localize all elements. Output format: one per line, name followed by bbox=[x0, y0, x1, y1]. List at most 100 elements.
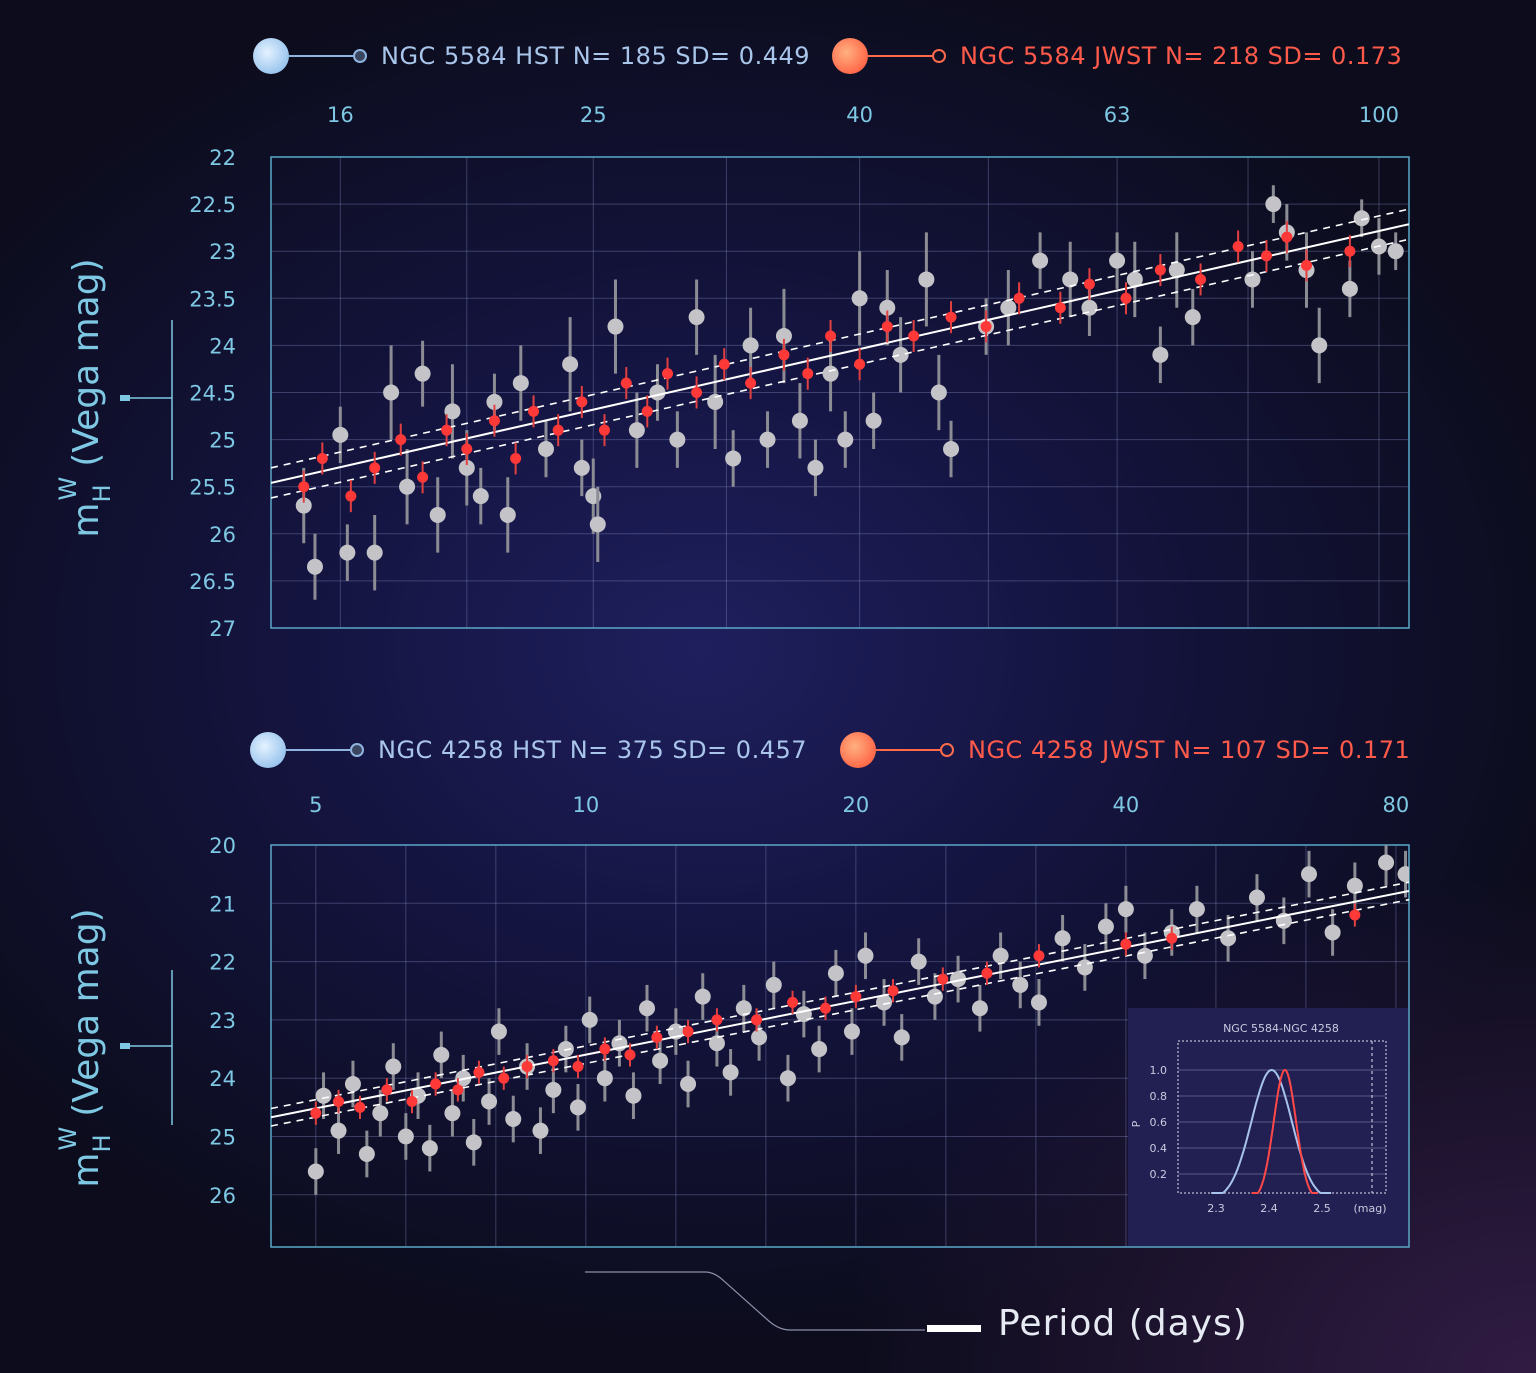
hst-point-marker bbox=[628, 422, 645, 439]
hst-point-marker bbox=[759, 431, 776, 448]
x-tick-label: 20 bbox=[843, 793, 870, 817]
period-marker bbox=[927, 1325, 981, 1332]
hst-point-marker bbox=[1324, 924, 1341, 941]
hst-point-marker bbox=[707, 393, 724, 410]
jwst-data-point bbox=[406, 1089, 418, 1114]
hst-point-marker bbox=[339, 544, 356, 561]
hst-point-marker bbox=[330, 1122, 347, 1139]
hst-point-marker bbox=[472, 488, 489, 505]
hst-data-point bbox=[639, 984, 656, 1032]
jwst-data-point bbox=[599, 1037, 611, 1061]
legend-label: NGC 5584 HST N= 185 SD= 0.449 bbox=[381, 42, 811, 70]
jwst-data-point bbox=[441, 414, 453, 447]
hst-data-point bbox=[1012, 961, 1029, 1009]
jwst-point-marker bbox=[488, 415, 500, 427]
hst-point-marker bbox=[1081, 299, 1098, 316]
y-axis-superscript: W bbox=[54, 477, 82, 501]
hst-point-marker bbox=[765, 976, 782, 993]
hst-data-point bbox=[1136, 932, 1153, 980]
hst-data-point bbox=[759, 411, 776, 468]
legend-label: NGC 4258 HST N= 375 SD= 0.457 bbox=[378, 736, 808, 764]
hst-point-marker bbox=[332, 426, 349, 443]
jwst-point-marker bbox=[599, 1043, 611, 1055]
hst-data-point bbox=[383, 345, 400, 440]
hst-point-marker bbox=[421, 1140, 438, 1157]
jwst-data-point bbox=[298, 470, 310, 503]
jwst-data-point bbox=[1120, 932, 1132, 956]
jwst-point-marker bbox=[1154, 264, 1166, 276]
y-tick-label: 26 bbox=[209, 523, 236, 547]
hst-data-point bbox=[827, 949, 844, 997]
jwst-point-marker bbox=[510, 452, 522, 464]
hst-point-marker bbox=[742, 337, 759, 354]
hst-data-point bbox=[1168, 232, 1185, 308]
inset-curve-jwst bbox=[1251, 1068, 1318, 1194]
period-connector-line bbox=[585, 1271, 925, 1331]
hst-point-marker bbox=[811, 1041, 828, 1058]
legend-ring-icon bbox=[932, 49, 946, 63]
hst-data-point bbox=[306, 533, 323, 600]
hst-data-point bbox=[943, 420, 960, 478]
hst-data-point bbox=[465, 1119, 482, 1166]
jwst-data-point bbox=[354, 1095, 366, 1120]
jwst-point-marker bbox=[787, 996, 799, 1008]
y-tick-label: 24.5 bbox=[189, 382, 236, 406]
y-tick-label: 25.5 bbox=[189, 476, 236, 500]
jwst-data-point bbox=[825, 319, 837, 352]
legend-ring-icon bbox=[350, 743, 364, 757]
hst-point-marker bbox=[680, 1076, 697, 1093]
jwst-data-point bbox=[881, 310, 893, 343]
jwst-data-point bbox=[381, 1078, 393, 1102]
inset-x-tick-label: 2.4 bbox=[1260, 1202, 1278, 1215]
y-tick-label: 23.5 bbox=[189, 287, 236, 311]
y-axis-subscript: H bbox=[88, 485, 116, 503]
legend-top-jwst: NGC 5584 JWST N= 218 SD= 0.173 bbox=[832, 38, 1402, 74]
jwst-point-marker bbox=[1349, 909, 1361, 921]
y-tick-label: 25 bbox=[209, 1126, 236, 1150]
hst-data-point bbox=[1300, 850, 1317, 898]
jwst-point-marker bbox=[1166, 932, 1178, 944]
jwst-data-point bbox=[498, 1066, 510, 1090]
jwst-data-point bbox=[461, 433, 473, 466]
hst-data-point bbox=[372, 1089, 389, 1137]
hst-data-point bbox=[1341, 260, 1358, 318]
jwst-data-point bbox=[980, 310, 992, 343]
jwst-point-marker bbox=[751, 1014, 763, 1026]
hst-data-point bbox=[1220, 914, 1237, 962]
hst-point-marker bbox=[652, 1052, 669, 1069]
hst-data-point bbox=[628, 392, 645, 468]
jwst-point-marker bbox=[381, 1084, 393, 1096]
hst-point-marker bbox=[1341, 280, 1358, 297]
jwst-point-marker bbox=[1054, 302, 1066, 314]
jwst-point-marker bbox=[745, 377, 757, 389]
jwst-point-marker bbox=[937, 973, 949, 985]
y-axis-title-text: mHW (Vega mag) bbox=[54, 258, 116, 537]
hst-point-marker bbox=[943, 441, 960, 458]
hst-data-point bbox=[611, 1019, 628, 1067]
hst-point-marker bbox=[505, 1111, 522, 1128]
jwst-data-point bbox=[1120, 282, 1132, 315]
plot-area bbox=[271, 845, 1409, 1195]
hst-point-marker bbox=[1220, 930, 1237, 947]
hst-data-point bbox=[807, 439, 824, 497]
jwst-data-point bbox=[620, 367, 632, 400]
jwst-data-point bbox=[641, 395, 653, 428]
inset-x-tick-label: 2.3 bbox=[1207, 1202, 1225, 1215]
jwst-data-point bbox=[1349, 903, 1361, 927]
hst-point-marker bbox=[1097, 918, 1114, 935]
hst-data-point bbox=[545, 1066, 562, 1114]
jwst-point-marker bbox=[682, 1026, 694, 1038]
hst-data-point bbox=[385, 1043, 402, 1090]
hst-point-marker bbox=[910, 953, 927, 970]
hst-data-point bbox=[421, 1124, 438, 1172]
jwst-data-point bbox=[316, 442, 328, 475]
y-tick-label: 22.5 bbox=[189, 193, 236, 217]
jwst-data-point bbox=[887, 979, 899, 1003]
hst-data-point bbox=[1397, 850, 1409, 898]
hst-point-marker bbox=[893, 1029, 910, 1046]
legend-bottom-hst: NGC 4258 HST N= 375 SD= 0.457 bbox=[250, 732, 807, 768]
hst-point-marker bbox=[1311, 337, 1328, 354]
jwst-data-point bbox=[1344, 235, 1356, 268]
hst-point-marker bbox=[950, 971, 967, 988]
inset-y-tick-label: 0.6 bbox=[1150, 1116, 1168, 1129]
